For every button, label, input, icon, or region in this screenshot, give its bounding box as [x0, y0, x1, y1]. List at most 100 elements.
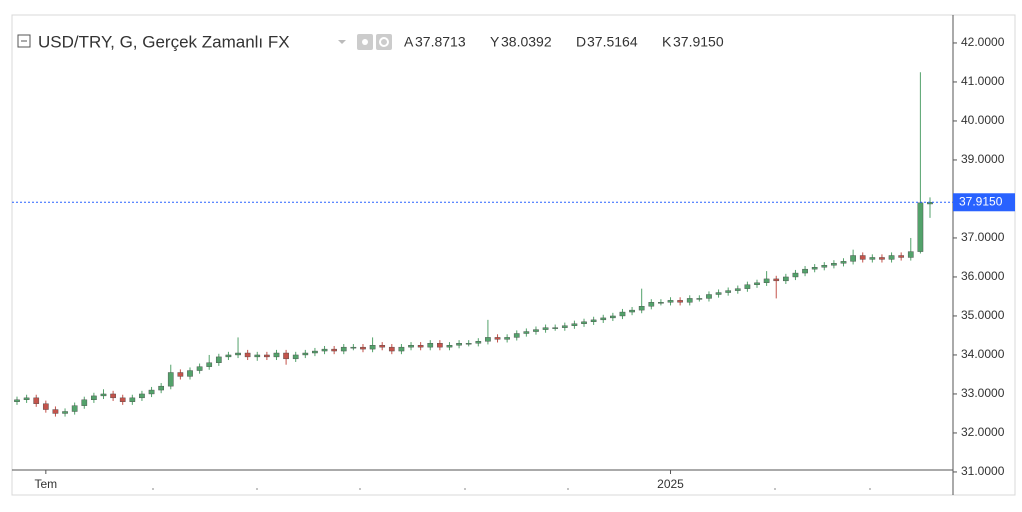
y-tick-label: 33.0000 — [961, 386, 1005, 400]
candle-body — [23, 397, 30, 401]
candle-body — [33, 397, 40, 404]
candle-body — [561, 325, 568, 328]
candle-body — [802, 268, 808, 274]
candle-body — [696, 298, 703, 300]
candle-body — [437, 343, 443, 348]
candle-body — [302, 352, 309, 356]
y-tick-label: 39.0000 — [961, 152, 1005, 166]
candle-body — [533, 329, 539, 332]
candle-body — [379, 345, 386, 348]
candle-body — [475, 341, 482, 344]
candle-body — [629, 309, 635, 313]
candle-body — [148, 389, 155, 395]
candle-body — [91, 395, 97, 401]
candle-body — [571, 323, 578, 326]
candle-body — [581, 321, 587, 324]
candle-body — [494, 337, 501, 340]
candle-body — [542, 327, 549, 330]
y-tick-label: 36.0000 — [961, 269, 1005, 283]
candle-body — [388, 346, 395, 352]
x-minor-ticks — [152, 488, 871, 490]
candle-body — [350, 346, 357, 349]
candle-body — [427, 343, 434, 348]
candle-body — [446, 345, 453, 348]
candle-body — [821, 265, 828, 268]
eye-icon — [362, 39, 368, 45]
candle-body — [215, 356, 222, 363]
y-tick-label: 41.0000 — [961, 74, 1005, 88]
candle-body — [590, 319, 597, 323]
candle-body — [340, 346, 347, 352]
x-tick-label: Tem — [34, 477, 57, 491]
ohlc-legend: A 37.8713 Y 38.0392 D 37.5164 K 37.9150 — [404, 34, 724, 50]
candle-body — [187, 370, 193, 377]
candle-body — [917, 202, 924, 252]
candle-body — [177, 372, 184, 377]
candle-body — [850, 255, 856, 262]
ohlc-label: D — [576, 34, 586, 50]
ohlc-value: 37.8713 — [415, 34, 466, 50]
chart-title: USD/TRY, G, Gerçek Zamanlı FX — [38, 32, 290, 51]
candle-body — [273, 352, 280, 358]
candle-body — [369, 345, 376, 350]
candle-body — [831, 263, 837, 266]
x-tick-label: 2025 — [657, 477, 684, 491]
candle-body — [792, 272, 799, 278]
candle-body — [888, 255, 895, 260]
candle-body — [811, 267, 818, 270]
candle-body — [292, 354, 299, 360]
candle-body — [773, 278, 780, 282]
candle-body — [898, 255, 905, 258]
candle-body — [485, 337, 491, 342]
candle-body — [706, 294, 712, 299]
candle-body — [225, 354, 232, 358]
ohlc-value: 37.5164 — [587, 34, 638, 50]
candle-body — [235, 352, 241, 356]
candle-body — [744, 284, 751, 289]
candle-body — [321, 348, 328, 352]
chart-frame — [11, 14, 1016, 496]
ohlc-label: A — [404, 34, 414, 50]
y-tick-label: 37.0000 — [961, 230, 1005, 244]
y-tick-label: 35.0000 — [961, 308, 1005, 322]
candle-body — [456, 343, 462, 346]
candle-body — [417, 345, 424, 348]
candle-body — [859, 255, 866, 260]
candle-body — [600, 317, 607, 321]
candle-body — [129, 397, 136, 402]
candle-body — [52, 409, 59, 414]
candle-body — [244, 352, 251, 358]
y-tick-label: 32.0000 — [961, 425, 1005, 439]
dropdown-arrow[interactable] — [338, 40, 346, 44]
candle-body — [254, 354, 261, 358]
candle-body — [504, 337, 510, 340]
candle-body — [408, 345, 414, 348]
candle-body — [513, 333, 520, 338]
candle-body — [677, 300, 683, 303]
candle-body — [610, 315, 616, 319]
candle-body — [139, 393, 145, 399]
candle-body — [119, 397, 126, 402]
y-tick-label: 31.0000 — [961, 464, 1005, 478]
candle-body — [648, 302, 655, 307]
candle-body — [686, 298, 693, 303]
candle-body — [360, 346, 366, 350]
candle-body — [763, 278, 770, 284]
candle-body — [206, 362, 213, 367]
ohlc-value: 37.9150 — [673, 34, 724, 50]
y-tick-label: 40.0000 — [961, 113, 1005, 127]
candle-body — [158, 385, 165, 391]
candle-body — [331, 348, 337, 352]
settings-button[interactable] — [376, 34, 392, 50]
candle-body — [754, 282, 760, 285]
candle-body — [312, 350, 318, 354]
candle-body — [667, 300, 674, 303]
candle-body — [523, 331, 530, 334]
candle-body — [81, 399, 88, 406]
candle-body — [782, 276, 789, 282]
candle-body — [167, 372, 174, 387]
candle-body — [398, 346, 405, 352]
candle-body — [552, 327, 559, 329]
candle-body — [100, 393, 107, 397]
